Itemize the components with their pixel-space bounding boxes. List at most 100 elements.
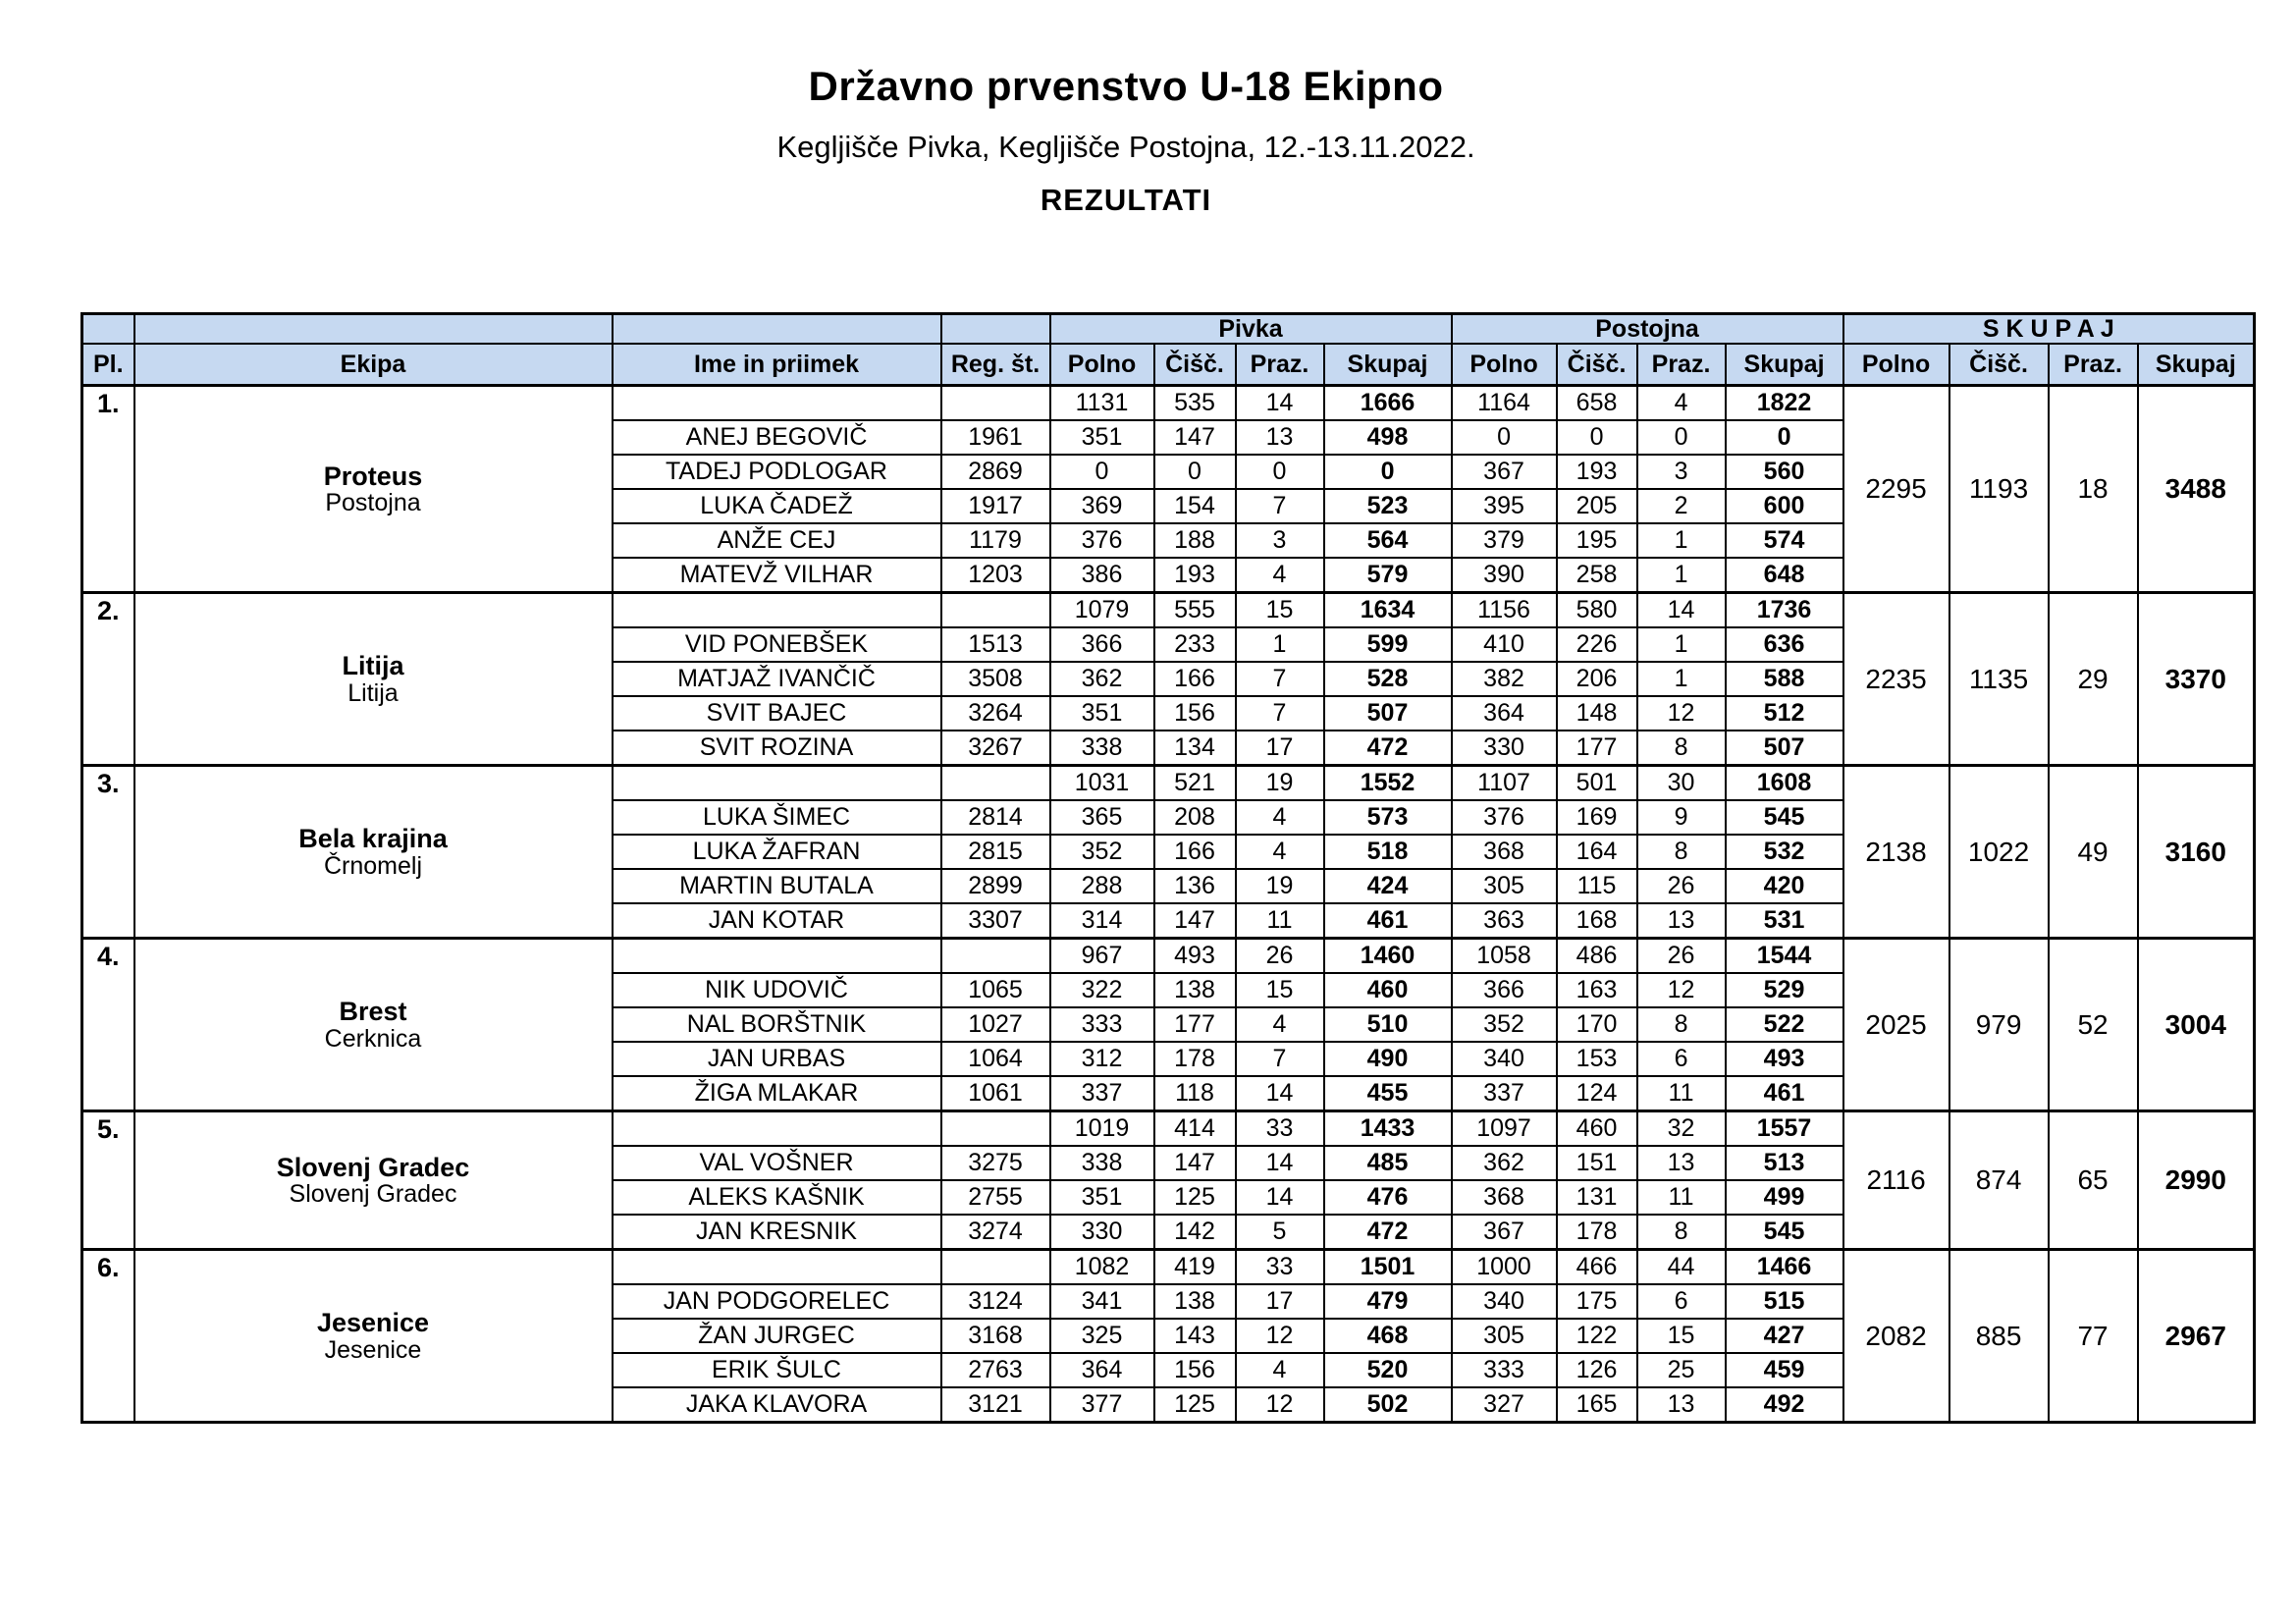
player-reg-cell: 3264 [939, 695, 1051, 731]
player-postojna-polno-cell: 340 [1450, 1283, 1558, 1320]
column-header: Skupaj [2136, 343, 2256, 387]
player-pivka-skupaj-cell: 520 [1322, 1352, 1453, 1388]
results-label: REZULTATI [1040, 183, 1212, 217]
player-pivka-skupaj-cell: 573 [1322, 799, 1453, 836]
team-postojna-praz-cell: 32 [1635, 1110, 1727, 1147]
team-postojna-praz-cell: 26 [1635, 937, 1727, 974]
column-header: Ime in priimek [611, 343, 942, 387]
venue-group-header: Pivka [1048, 312, 1453, 345]
player-row: LUKA ŠIMEC 2814 365 208 4 573 376 169 9 545 [82, 799, 2255, 836]
player-pivka-polno-cell: 369 [1048, 488, 1155, 524]
player-pivka-skupaj-cell: 490 [1322, 1041, 1453, 1077]
player-reg-cell: 2815 [939, 834, 1051, 870]
team-pivka-skupaj-cell: 1666 [1322, 384, 1453, 421]
player-row: JAN URBAS 1064 312 178 7 490 340 153 6 493 [82, 1041, 2255, 1077]
player-reg-cell: 3267 [939, 730, 1051, 767]
team-pivka-cisc-cell: 493 [1152, 937, 1237, 974]
player-name-cell: ANŽE CEJ [611, 522, 942, 559]
player-reg-cell: 2899 [939, 868, 1051, 904]
total-polno-cell: 2295 [1842, 384, 1950, 594]
player-pivka-polno-cell: 288 [1048, 868, 1155, 904]
team-postojna-skupaj-cell: 1736 [1724, 591, 1844, 628]
team-postojna-cisc-cell: 501 [1555, 764, 1638, 801]
player-postojna-polno-cell: 340 [1450, 1041, 1558, 1077]
place-cell: 1. [80, 384, 135, 594]
player-name-cell: NAL BORŠTNIK [611, 1006, 942, 1043]
column-header: Pl. [80, 343, 135, 387]
player-postojna-cisc-cell: 168 [1555, 902, 1638, 940]
player-row: JAKA KLAVORA 3121 377 125 12 502 327 165 13 492 [82, 1386, 2255, 1424]
team-postojna-polno-cell: 1058 [1450, 937, 1558, 974]
team-pivka-praz-cell: 19 [1234, 764, 1325, 801]
player-name-cell: NIK UDOVIČ [611, 972, 942, 1008]
player-postojna-cisc-cell: 177 [1555, 730, 1638, 767]
player-postojna-cisc-cell: 126 [1555, 1352, 1638, 1388]
column-header: Ekipa [133, 343, 614, 387]
team-summary-row: 2. Litija Litija 1079 555 15 1634 1156 580 14 1736… [80, 591, 2256, 767]
document-header: Državno prvenstvo U-18 Ekipno Kegljišče … [80, 63, 2171, 218]
empty-reg-cell [939, 937, 1051, 974]
team-pivka-polno-cell: 967 [1048, 937, 1155, 974]
player-pivka-skupaj-cell: 460 [1322, 972, 1453, 1008]
player-pivka-praz-cell: 17 [1234, 730, 1325, 767]
player-pivka-praz-cell: 4 [1234, 1352, 1325, 1388]
total-praz-cell: 29 [2047, 591, 2139, 767]
player-pivka-cisc-cell: 118 [1152, 1075, 1237, 1112]
team-name: Jesenice [316, 1308, 430, 1338]
player-postojna-polno-cell: 333 [1450, 1352, 1558, 1388]
total-praz-cell: 18 [2047, 384, 2139, 594]
player-pivka-praz-cell: 3 [1234, 522, 1325, 559]
player-pivka-praz-cell: 11 [1234, 902, 1325, 940]
player-row: JAN KOTAR 3307 314 147 11 461 363 168 13 531 [82, 902, 2255, 940]
team-cell: Bela krajina Črnomelj [133, 764, 614, 940]
team-pivka-cisc-cell: 419 [1152, 1248, 1237, 1285]
column-header: Čišč. [1152, 343, 1237, 387]
player-row: MATJAŽ IVANČIČ 3508 362 166 7 528 382 206 1 588 [82, 661, 2255, 697]
empty-reg-cell [939, 1110, 1051, 1147]
team-city: Jesenice [324, 1335, 422, 1364]
player-pivka-skupaj-cell: 510 [1322, 1006, 1453, 1043]
team-name: Slovenj Gradec [276, 1152, 470, 1182]
column-header: Skupaj [1724, 343, 1844, 387]
player-name-cell: JAKA KLAVORA [611, 1386, 942, 1424]
player-pivka-skupaj-cell: 472 [1322, 730, 1453, 767]
player-name-cell: JAN PODGORELEC [611, 1283, 942, 1320]
player-postojna-skupaj-cell: 636 [1724, 626, 1844, 663]
team-postojna-polno-cell: 1097 [1450, 1110, 1558, 1147]
player-name-cell: LUKA ŠIMEC [611, 799, 942, 836]
player-pivka-cisc-cell: 156 [1152, 1352, 1237, 1388]
player-pivka-praz-cell: 4 [1234, 1006, 1325, 1043]
team-pivka-polno-cell: 1019 [1048, 1110, 1155, 1147]
player-reg-cell: 1061 [939, 1075, 1051, 1112]
player-postojna-praz-cell: 15 [1635, 1318, 1727, 1354]
player-postojna-skupaj-cell: 493 [1724, 1041, 1844, 1077]
player-pivka-praz-cell: 19 [1234, 868, 1325, 904]
empty-reg-cell [939, 591, 1051, 628]
empty-reg-cell [939, 1248, 1051, 1285]
player-postojna-praz-cell: 13 [1635, 1145, 1727, 1181]
place-cell: 4. [80, 937, 135, 1112]
column-header: Polno [1842, 343, 1950, 387]
player-pivka-praz-cell: 0 [1234, 454, 1325, 490]
player-postojna-polno-cell: 337 [1450, 1075, 1558, 1112]
player-pivka-skupaj-cell: 518 [1322, 834, 1453, 870]
column-header-row: Pl. Ekipa Ime in priimek Reg. št. Polno Čišč.… [80, 343, 2256, 387]
team-summary-row: 4. Brest Cerknica 967 493 26 1460 1058 486 26 1544… [80, 937, 2256, 1112]
player-pivka-cisc-cell: 147 [1152, 902, 1237, 940]
player-pivka-cisc-cell: 125 [1152, 1179, 1237, 1216]
player-pivka-skupaj-cell: 455 [1322, 1075, 1453, 1112]
player-pivka-skupaj-cell: 498 [1322, 419, 1453, 456]
player-postojna-polno-cell: 305 [1450, 868, 1558, 904]
player-pivka-cisc-cell: 0 [1152, 454, 1237, 490]
player-row: VAL VOŠNER 3275 338 147 14 485 362 151 13 513 [82, 1145, 2255, 1181]
player-pivka-cisc-cell: 178 [1152, 1041, 1237, 1077]
player-row: SVIT BAJEC 3264 351 156 7 507 364 148 12 512 [82, 695, 2255, 731]
player-postojna-praz-cell: 8 [1635, 1006, 1727, 1043]
player-row: VID PONEBŠEK 1513 366 233 1 599 410 226 1 636 [82, 626, 2255, 663]
empty-name-cell [611, 937, 942, 974]
total-cisc-cell: 1193 [1948, 384, 2050, 594]
team-name: Proteus [323, 460, 423, 491]
player-postojna-cisc-cell: 226 [1555, 626, 1638, 663]
team-pivka-praz-cell: 26 [1234, 937, 1325, 974]
player-postojna-praz-cell: 6 [1635, 1041, 1727, 1077]
